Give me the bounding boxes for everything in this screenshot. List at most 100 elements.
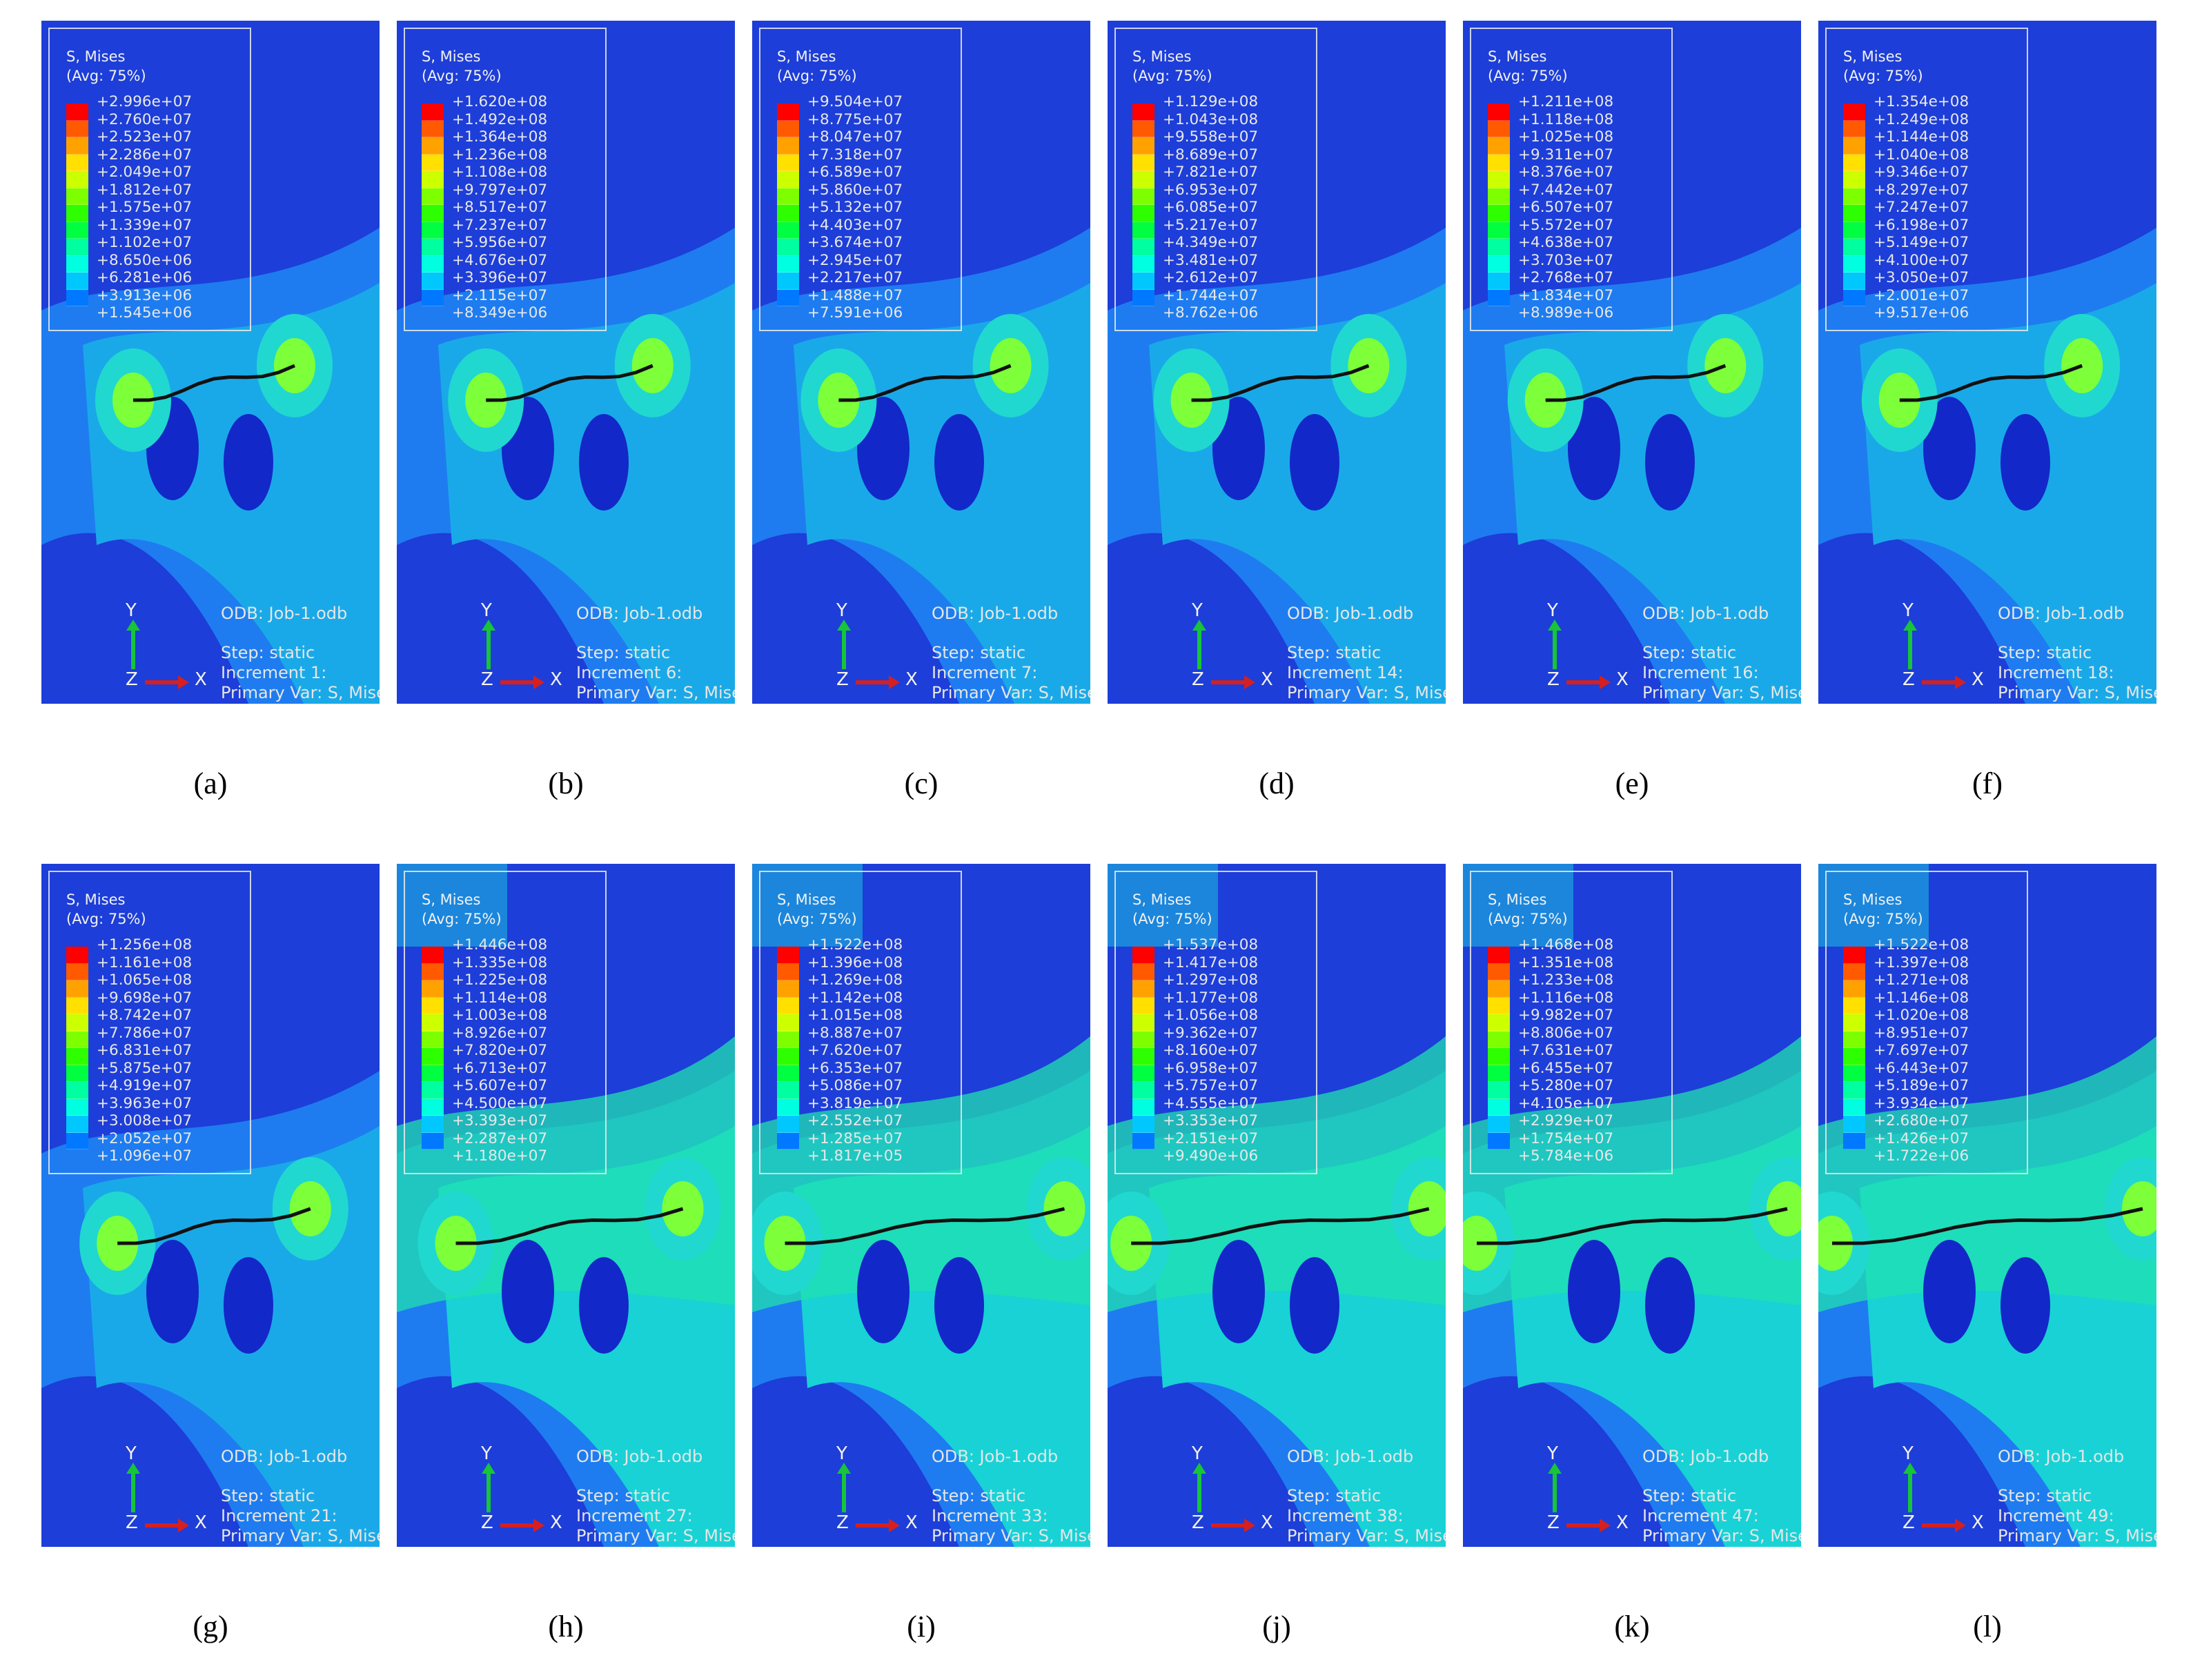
x-arrow-icon — [1922, 675, 1966, 689]
legend-value: +2.612e+07 — [1163, 269, 1259, 286]
legend-value: +7.820e+07 — [452, 1042, 548, 1059]
legend-swatch — [777, 1048, 799, 1065]
legend-swatches — [1132, 947, 1154, 1149]
x-arrow-icon — [1211, 675, 1255, 689]
odb-label: ODB: Job-1.odb — [1998, 604, 2125, 623]
y-arrow-icon — [1903, 1463, 1917, 1512]
crack-path — [486, 364, 653, 402]
increment-line: Increment 14: — [1287, 663, 1446, 683]
legend-swatch — [777, 205, 799, 222]
legend-swatch — [777, 1116, 799, 1133]
legend-swatch — [1488, 255, 1510, 273]
step-label: Step: static — [221, 643, 315, 662]
legend-swatch — [66, 1065, 88, 1082]
stress-field-image — [1108, 21, 1446, 704]
legend-value: +8.650e+06 — [97, 251, 193, 269]
figure-panel: S, Mises (Avg: 75%) +1.537e+08 +1.417e+08 +1… — [1108, 864, 1446, 1643]
legend-swatch — [422, 1132, 444, 1149]
legend-value: +2.286e+07 — [97, 146, 193, 164]
legend-value: +8.887e+07 — [807, 1024, 903, 1042]
legend-value: +1.468e+08 — [1518, 936, 1614, 953]
odb-label: ODB: Job-1.odb — [1998, 1447, 2125, 1466]
legend-value: +3.934e+07 — [1874, 1094, 1969, 1112]
legend-value: +1.180e+07 — [452, 1147, 548, 1165]
legend-title: S, Mises — [1488, 48, 1547, 65]
legend-value: +1.620e+08 — [452, 93, 548, 110]
crack-path — [1899, 364, 2083, 402]
axis-triad: Y Z X — [1539, 1443, 1656, 1540]
contour-legend: S, Mises (Avg: 75%) +1.256e+08 +1.161e+08 +1… — [48, 871, 251, 1174]
legend-swatches — [1132, 103, 1154, 306]
legend-value: +6.353e+07 — [807, 1059, 903, 1077]
legend-value: +2.001e+07 — [1874, 286, 1969, 304]
legend-value: +1.364e+08 — [452, 128, 548, 146]
panel-caption: (g) — [193, 1610, 228, 1643]
legend-value: +7.697e+07 — [1874, 1042, 1969, 1059]
legend-value: +4.919e+07 — [97, 1077, 193, 1094]
axis-y-label: Y — [1903, 600, 1914, 621]
legend-value: +1.417e+08 — [1163, 953, 1259, 971]
odb-label: ODB: Job-1.odb — [221, 604, 348, 623]
legend-title: S, Mises — [1488, 891, 1547, 908]
axis-z-label: Z — [481, 669, 493, 690]
x-arrow-icon — [1566, 675, 1611, 689]
legend-swatch — [1132, 980, 1154, 998]
legend-value: +1.177e+08 — [1163, 989, 1259, 1007]
legend-swatch — [66, 997, 88, 1014]
panel-caption: (d) — [1259, 767, 1295, 800]
stress-field-image — [752, 21, 1090, 704]
legend-swatch — [777, 273, 799, 290]
legend-swatch — [1132, 103, 1154, 121]
axis-triad: Y Z X — [1183, 1443, 1301, 1540]
crack-path — [1191, 364, 1370, 402]
axis-y-label: Y — [1547, 600, 1558, 621]
legend-swatch — [1843, 120, 1865, 137]
legend-swatch — [422, 1116, 444, 1133]
legend-swatch — [66, 255, 88, 273]
legend-title: S, Mises — [777, 891, 836, 908]
legend-swatch — [66, 103, 88, 121]
legend-subtitle: (Avg: 75%) — [66, 68, 146, 84]
increment-value: 47: — [1732, 1506, 1759, 1525]
legend-value: +4.676e+07 — [452, 251, 548, 269]
legend-value: +1.446e+08 — [452, 936, 548, 953]
odb-label: ODB: Job-1.odb — [221, 1447, 348, 1466]
primary-var-label: Primary Var: S, Mises — [932, 683, 1090, 702]
legend-swatch — [1132, 289, 1154, 306]
legend-swatches — [1843, 103, 1865, 306]
legend-swatch — [777, 947, 799, 964]
legend-value: +3.353e+07 — [1163, 1112, 1259, 1129]
contour-legend: S, Mises (Avg: 75%) +1.354e+08 +1.249e+08 +1… — [1825, 28, 2028, 331]
legend-swatch — [1488, 1116, 1510, 1133]
legend-value: +5.860e+07 — [807, 181, 903, 199]
legend-swatch — [422, 1031, 444, 1048]
legend-value: +3.913e+06 — [97, 286, 193, 304]
axis-triad: Y Z X — [117, 600, 235, 697]
legend-value: +9.504e+07 — [807, 93, 903, 110]
legend-value: +9.982e+07 — [1518, 1007, 1614, 1024]
legend-swatch — [1488, 171, 1510, 188]
legend-swatch — [1132, 120, 1154, 137]
legend-swatch — [66, 1048, 88, 1065]
legend-value: +6.085e+07 — [1163, 199, 1259, 216]
legend-subtitle: (Avg: 75%) — [1132, 911, 1212, 927]
legend-value: +1.015e+08 — [807, 1007, 903, 1024]
axis-y-label: Y — [481, 1443, 492, 1464]
legend-swatch — [777, 289, 799, 306]
legend-value: +2.552e+07 — [807, 1112, 903, 1129]
legend-swatch — [66, 188, 88, 205]
legend-values: +1.354e+08 +1.249e+08 +1.144e+08 +1.040e+08… — [1874, 93, 1969, 322]
legend-subtitle: (Avg: 75%) — [1488, 911, 1568, 927]
legend-value: +1.146e+08 — [1874, 989, 1969, 1007]
legend-value: +7.631e+07 — [1518, 1042, 1614, 1059]
legend-swatch — [422, 239, 444, 256]
legend-value: +8.160e+07 — [1163, 1042, 1259, 1059]
step-info: ODB: Job-1.odb Step: static Increment 14: P… — [1287, 604, 1446, 703]
legend-subtitle: (Avg: 75%) — [1132, 68, 1212, 84]
legend-swatch — [422, 1014, 444, 1031]
figure-panel: S, Mises (Avg: 75%) +1.446e+08 +1.335e+08 +1… — [397, 864, 735, 1643]
axis-z-label: Z — [1547, 1512, 1560, 1533]
legend-value: +1.003e+08 — [452, 1007, 548, 1024]
y-arrow-icon — [126, 620, 140, 669]
x-arrow-icon — [145, 675, 189, 689]
